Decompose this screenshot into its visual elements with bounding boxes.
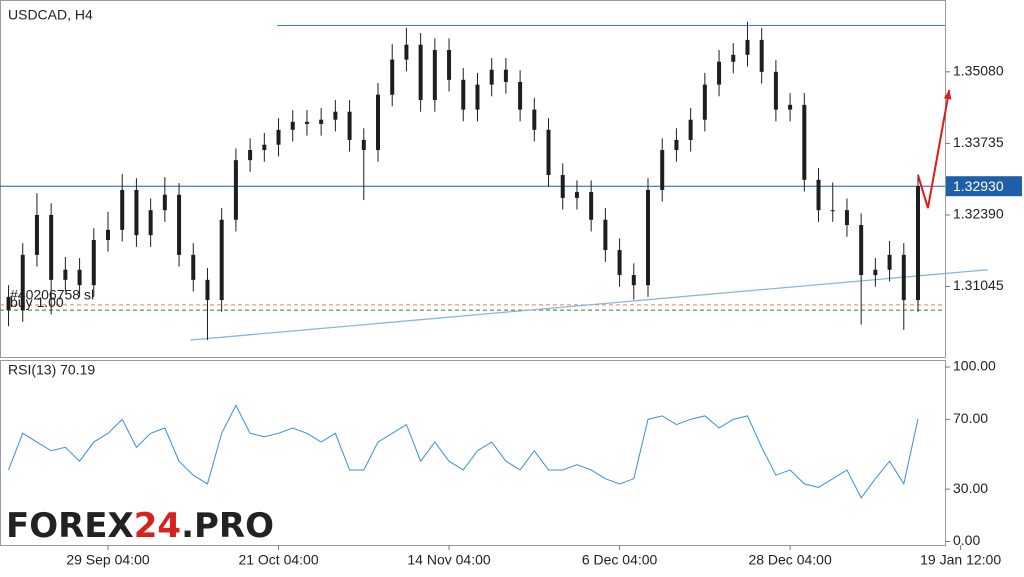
rsi-line (8, 404, 919, 499)
candle-body (617, 250, 622, 276)
logo-part: .PRO (181, 506, 274, 546)
candle-body (731, 54, 736, 62)
logo: FOREX24.PRO (6, 506, 274, 546)
candle-body (262, 144, 267, 151)
arrow-head (943, 89, 952, 100)
candle-body (20, 254, 25, 311)
price-panel (0, 0, 946, 358)
y-tick-label: 70.00 (953, 410, 988, 426)
candle-body (461, 79, 466, 110)
candle-body (63, 269, 68, 280)
candle-body (233, 160, 238, 220)
candle-body (418, 44, 423, 101)
x-tick-label: 19 Jan 12:00 (920, 552, 1001, 568)
candle-body (688, 119, 693, 140)
current-price-label: 1.32930 (953, 178, 1004, 194)
candle-body (290, 121, 295, 130)
candle-body (844, 210, 849, 226)
candle-body (319, 119, 324, 124)
candle-body (830, 210, 835, 212)
candle-body (631, 275, 636, 286)
candle-body (717, 61, 722, 85)
candle-body (106, 229, 110, 240)
candle-body (674, 139, 679, 151)
candle-body (49, 214, 54, 280)
candle-body (276, 129, 281, 145)
x-tick-label: 28 Dec 04:00 (748, 552, 831, 568)
candle-body (148, 210, 153, 236)
candle-body (560, 175, 565, 198)
y-tick-label: 1.32390 (953, 206, 1004, 222)
candle-body (91, 239, 96, 286)
y-tick-label: 30.00 (953, 480, 988, 496)
candle-body (873, 269, 878, 276)
order-label: #40206758 sl (10, 287, 94, 303)
x-tick-label: 6 Dec 04:00 (582, 552, 658, 568)
y-tick-label: 1.33735 (953, 134, 1004, 150)
chart-title: USDCAD, H4 (8, 7, 93, 23)
candle-body (660, 150, 665, 190)
candle-body (859, 225, 864, 276)
x-tick-label: 21 Oct 04:00 (238, 552, 318, 568)
candle-body (120, 189, 125, 230)
candle-body (333, 111, 338, 120)
order-label: buy 1.00 (10, 294, 64, 310)
candle-body (745, 39, 750, 55)
logo-part: 24 (134, 506, 181, 546)
candle-body (788, 104, 793, 110)
candle-body (34, 214, 39, 255)
candle-body (432, 50, 437, 101)
current-price-box (946, 176, 1022, 197)
candle-body (361, 139, 366, 151)
candle-body (503, 69, 508, 82)
candle-body (376, 94, 380, 151)
candle-body (6, 296, 11, 311)
candle-body (489, 69, 494, 85)
candle-body (219, 219, 224, 301)
x-tick-label: 14 Nov 04:00 (407, 552, 490, 568)
candle-body (191, 254, 196, 280)
candle-body (134, 189, 139, 236)
candle-body (77, 269, 82, 286)
y-tick-label: 0.00 (953, 532, 980, 548)
candle-body (646, 189, 650, 286)
candle-body (475, 84, 480, 110)
candle-body (702, 84, 707, 120)
candle-body (304, 121, 309, 124)
rsi-panel (0, 360, 946, 546)
candle-body (404, 44, 409, 60)
candle-body (916, 186, 920, 301)
candle-body (603, 219, 608, 251)
x-tick-label: 29 Sep 04:00 (66, 552, 150, 568)
candle-body (802, 104, 807, 180)
candle-body (759, 39, 764, 72)
trend-line (190, 269, 988, 341)
candle-body (532, 109, 537, 130)
candle-body (390, 59, 395, 95)
candle-body (248, 150, 253, 161)
logo-part: FOREX (6, 506, 134, 546)
candle-body (518, 81, 523, 110)
candle-body (546, 129, 551, 176)
candle-body (589, 192, 594, 220)
candle-body (205, 279, 210, 301)
candle-body (887, 254, 892, 270)
candle-body (773, 71, 778, 110)
y-tick-label: 1.31045 (953, 277, 1004, 293)
y-tick-label: 1.35080 (953, 63, 1004, 79)
candle-body (574, 192, 579, 198)
rsi-title: RSI(13) 70.19 (8, 362, 95, 378)
candle-body (447, 50, 452, 80)
candle-body (816, 179, 821, 211)
candle-body (901, 254, 906, 301)
candle-body (162, 194, 167, 211)
forecast-arrow (917, 89, 951, 209)
candle-body (177, 194, 182, 255)
candle-body (347, 111, 352, 140)
y-tick-label: 100.00 (953, 358, 996, 374)
